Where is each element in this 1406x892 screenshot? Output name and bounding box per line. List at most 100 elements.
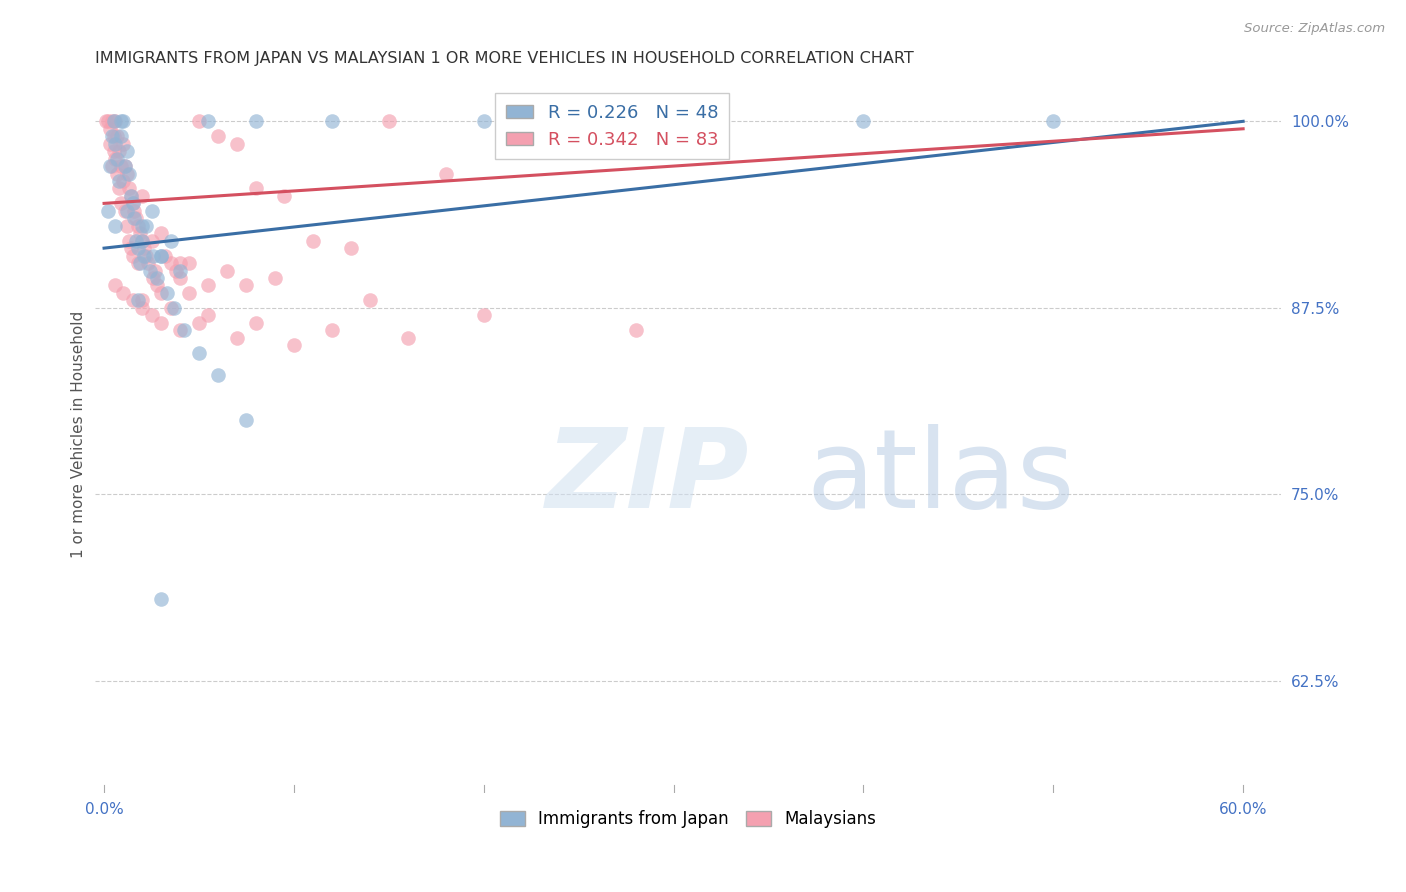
Point: [146, 271, 169, 285]
Point: [321, 323, 343, 337]
Point: [132, 249, 155, 263]
Point: [108, 174, 131, 188]
Point: [121, 249, 143, 263]
Point: [114, 203, 136, 218]
Point: [112, 174, 135, 188]
Point: [112, 136, 135, 151]
Point: [153, 249, 176, 263]
Point: [110, 159, 132, 173]
Point: [115, 219, 138, 233]
Point: [127, 293, 149, 308]
Point: [226, 136, 249, 151]
Point: [150, 285, 173, 300]
Point: [94, 114, 117, 128]
Point: [118, 167, 141, 181]
Point: [138, 263, 160, 277]
Y-axis label: 1 or more Vehicles in Household: 1 or more Vehicles in Household: [72, 311, 86, 558]
Point: [142, 249, 165, 263]
Point: [340, 241, 363, 255]
Point: [104, 136, 127, 151]
Point: [396, 331, 419, 345]
Point: [125, 234, 148, 248]
Point: [321, 114, 343, 128]
Point: [359, 293, 381, 308]
Point: [1042, 114, 1064, 128]
Point: [104, 114, 127, 128]
Point: [165, 263, 187, 277]
Point: [283, 338, 305, 352]
Point: [378, 114, 401, 128]
Point: [124, 211, 146, 226]
Point: [115, 144, 138, 158]
Point: [120, 241, 142, 255]
Text: Source: ZipAtlas.com: Source: ZipAtlas.com: [1244, 22, 1385, 36]
Point: [472, 114, 495, 128]
Point: [169, 256, 191, 270]
Point: [264, 271, 287, 285]
Point: [163, 301, 186, 315]
Point: [188, 316, 211, 330]
Point: [103, 114, 125, 128]
Point: [104, 152, 127, 166]
Point: [131, 234, 153, 248]
Text: ZIP: ZIP: [546, 424, 749, 531]
Point: [127, 219, 149, 233]
Point: [127, 256, 149, 270]
Point: [110, 114, 132, 128]
Point: [472, 308, 495, 322]
Point: [150, 249, 173, 263]
Point: [141, 203, 163, 218]
Point: [852, 114, 875, 128]
Point: [302, 234, 325, 248]
Point: [131, 219, 153, 233]
Point: [127, 241, 149, 255]
Point: [118, 234, 141, 248]
Point: [150, 226, 173, 240]
Point: [169, 323, 191, 337]
Point: [159, 234, 181, 248]
Point: [100, 114, 122, 128]
Point: [245, 316, 267, 330]
Point: [104, 219, 127, 233]
Text: IMMIGRANTS FROM JAPAN VS MALAYSIAN 1 OR MORE VEHICLES IN HOUSEHOLD CORRELATION C: IMMIGRANTS FROM JAPAN VS MALAYSIAN 1 OR …: [94, 51, 914, 66]
Point: [97, 114, 120, 128]
Point: [197, 278, 219, 293]
Point: [120, 189, 142, 203]
Point: [100, 159, 122, 173]
Point: [150, 591, 173, 606]
Point: [114, 159, 136, 173]
Point: [235, 278, 257, 293]
Point: [624, 323, 647, 337]
Point: [108, 144, 131, 158]
Point: [129, 256, 152, 270]
Point: [129, 226, 152, 240]
Point: [120, 189, 142, 203]
Point: [226, 331, 249, 345]
Point: [245, 114, 267, 128]
Point: [121, 196, 143, 211]
Point: [159, 301, 181, 315]
Point: [115, 203, 138, 218]
Point: [98, 121, 121, 136]
Point: [150, 316, 173, 330]
Point: [141, 308, 163, 322]
Point: [245, 181, 267, 195]
Point: [146, 278, 169, 293]
Point: [98, 159, 121, 173]
Point: [104, 278, 127, 293]
Legend: Immigrants from Japan, Malaysians: Immigrants from Japan, Malaysians: [494, 803, 883, 834]
Point: [197, 308, 219, 322]
Point: [173, 323, 195, 337]
Point: [169, 263, 191, 277]
Point: [100, 129, 122, 144]
Point: [179, 285, 201, 300]
Point: [141, 234, 163, 248]
Point: [110, 196, 132, 211]
Point: [207, 368, 229, 382]
Point: [217, 263, 239, 277]
Point: [98, 136, 121, 151]
Point: [273, 189, 295, 203]
Point: [150, 249, 173, 263]
Point: [135, 249, 157, 263]
Point: [434, 167, 457, 181]
